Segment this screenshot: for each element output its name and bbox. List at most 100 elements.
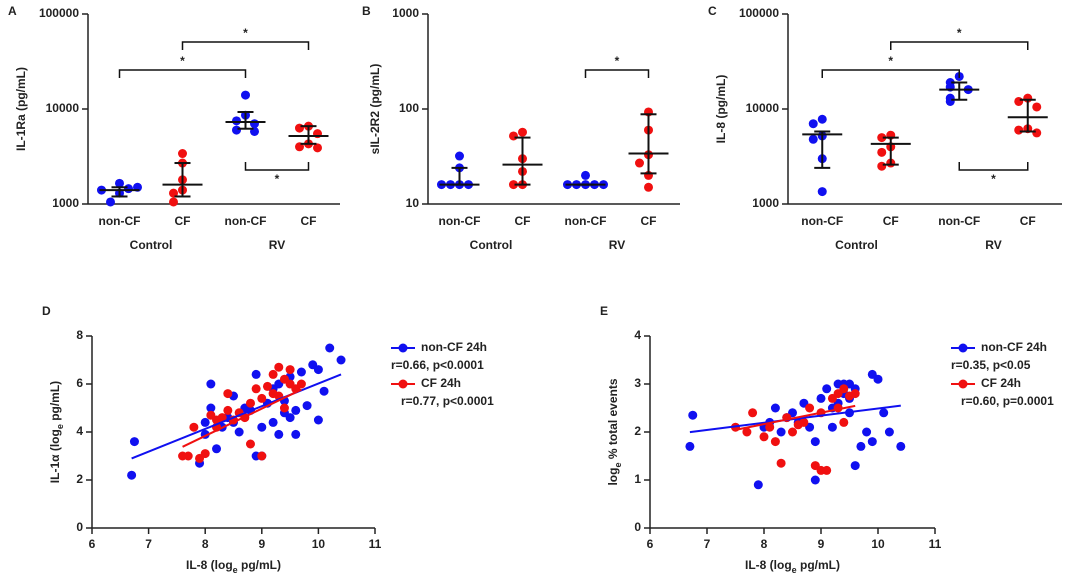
y-axis-title-part: e (613, 463, 623, 468)
category-label: CF (301, 214, 317, 228)
data-point (509, 131, 518, 141)
group-label: RV (269, 238, 285, 252)
data-point (115, 178, 124, 188)
data-point (178, 149, 187, 159)
data-point (877, 147, 887, 157)
category-label: non-CF (99, 214, 141, 228)
y-tick-label: 4 (76, 424, 83, 438)
data-point (877, 133, 887, 143)
y-tick-label: 0 (634, 520, 641, 534)
data-point (799, 417, 809, 427)
data-point (232, 116, 241, 126)
data-point (245, 398, 255, 408)
x-tick-label: 6 (647, 537, 654, 551)
data-point (945, 96, 955, 106)
data-point (223, 405, 233, 415)
data-point (581, 170, 590, 180)
data-point (257, 393, 267, 403)
data-point (250, 119, 259, 129)
y-tick-label: 2 (634, 424, 641, 438)
data-point (262, 381, 272, 391)
data-point (232, 125, 241, 135)
x-tick-label: 11 (929, 537, 942, 551)
legend-marker (958, 343, 968, 353)
fit-line (735, 404, 856, 431)
y-tick-label: 4 (634, 328, 641, 342)
data-point (251, 369, 261, 379)
group-label: Control (470, 238, 513, 252)
data-point (212, 444, 222, 454)
y-axis-title: sIL-2R2 (pg/mL) (368, 64, 382, 155)
category-label: CF (883, 214, 899, 228)
data-point (1014, 96, 1024, 106)
data-point (257, 422, 267, 432)
data-point (336, 355, 346, 365)
data-point (268, 417, 278, 427)
data-point (279, 403, 289, 413)
y-axis-title: IL-1α (loge pg/mL) (48, 381, 65, 483)
data-point (1032, 102, 1042, 112)
data-point (257, 451, 267, 461)
data-point (241, 90, 250, 100)
data-point (296, 379, 306, 389)
panel-letter: C (708, 4, 717, 18)
x-tick-label: 8 (761, 537, 768, 551)
y-tick-label: 6 (76, 376, 83, 390)
significance-label: * (991, 172, 996, 186)
category-label: CF (1020, 214, 1036, 228)
data-point (873, 374, 883, 384)
y-tick-label: 100 (399, 101, 419, 115)
x-tick-label: 11 (369, 537, 382, 551)
legend-stat: r=0.66, p<0.0001 (391, 358, 484, 372)
legend-label: non-CF 24h (981, 340, 1047, 354)
category-label: non-CF (225, 214, 267, 228)
y-tick-label: 100000 (39, 6, 79, 20)
data-point (827, 422, 837, 432)
data-point (518, 127, 527, 137)
data-point (884, 427, 894, 437)
legend-marker (958, 379, 968, 389)
data-point (129, 437, 139, 447)
data-point (808, 134, 818, 144)
category-label: CF (515, 214, 531, 228)
data-point (839, 384, 849, 394)
data-point (1014, 125, 1024, 135)
data-point (850, 461, 860, 471)
data-point (808, 119, 818, 129)
data-point (313, 415, 323, 425)
legend-label: CF 24h (421, 376, 461, 390)
data-point (753, 480, 763, 490)
data-point (169, 197, 178, 207)
legend-stat: r=0.60, p=0.0001 (961, 394, 1054, 408)
y-axis-title-part: log (606, 468, 620, 486)
panel-letter: B (362, 4, 371, 18)
fit-line (131, 373, 342, 460)
significance-bracket (244, 162, 310, 171)
panel-letter: D (42, 304, 51, 318)
y-axis-title-part: pg/mL) (48, 381, 62, 424)
data-point (302, 401, 312, 411)
y-axis-title-part: % total events (606, 378, 620, 462)
x-axis-title-part: IL-8 (log (186, 558, 233, 572)
y-axis-title: IL-1Ra (pg/mL) (14, 67, 28, 151)
data-point (200, 449, 210, 459)
legend-label: non-CF 24h (421, 340, 487, 354)
significance-bracket (821, 69, 960, 78)
data-point (635, 158, 644, 168)
category-label: non-CF (938, 214, 980, 228)
data-point (295, 123, 304, 133)
data-point (285, 365, 295, 375)
data-point (822, 465, 832, 475)
data-point (877, 161, 887, 171)
panel-letter: A (8, 4, 17, 18)
y-axis-title-part: e (55, 424, 65, 429)
data-point (856, 441, 866, 451)
y-tick-label: 10000 (746, 101, 780, 115)
data-point (770, 403, 780, 413)
data-point (850, 389, 860, 399)
significance-label: * (243, 26, 248, 40)
data-point (742, 427, 752, 437)
data-point (206, 379, 216, 389)
category-label: non-CF (801, 214, 843, 228)
